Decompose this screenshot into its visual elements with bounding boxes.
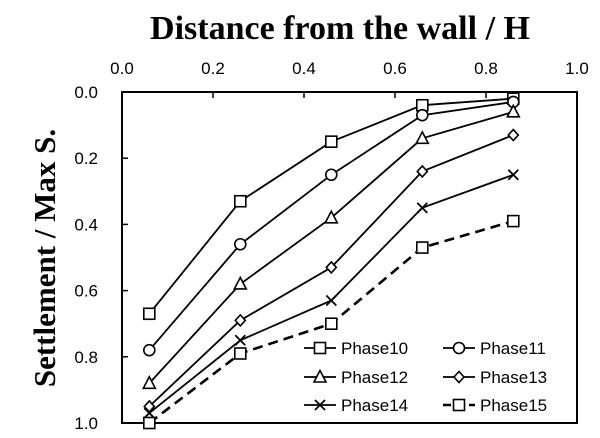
data-point-phase10 [324, 135, 338, 148]
y-tick-label: 0.0 [74, 83, 98, 102]
data-point-phase12 [505, 103, 521, 118]
data-point-phase14 [143, 407, 155, 419]
data-point-phase15 [324, 317, 338, 331]
legend-label: Phase13 [480, 368, 547, 387]
y-axis-label: Settlement / Max S. [27, 129, 62, 387]
series-line-phase10 [148, 97, 514, 315]
data-point-phase12 [232, 275, 248, 290]
x-tick-label: 0.6 [383, 59, 407, 78]
x-tick-label: 0.4 [292, 59, 316, 78]
data-point-phase14 [234, 334, 246, 346]
legend-marker [314, 399, 326, 411]
plot-area-frame [121, 91, 578, 424]
chart-title: Distance from the wall / H [150, 10, 530, 47]
legend-label: Phase15 [480, 396, 547, 415]
y-tick-label: 1.0 [74, 414, 98, 433]
y-tick-label: 0.6 [74, 282, 98, 301]
data-point-phase11 [143, 343, 156, 357]
legend-item-phase14: Phase14 [304, 396, 408, 415]
legend: Phase10 Phase11 Phase12 Phase13 Phase14 Phase… [304, 339, 547, 415]
data-point-phase12 [414, 130, 430, 145]
legend-marker [313, 341, 327, 355]
legend-item-phase11: Phase11 [443, 339, 546, 358]
data-point-phase15 [506, 214, 520, 228]
x-tick-label: 0.2 [201, 59, 225, 78]
legend-item-phase15: Phase15 [443, 396, 547, 415]
legend-item-phase12: Phase12 [304, 368, 408, 387]
legend-marker [452, 398, 466, 412]
legend-label: Phase10 [341, 339, 408, 358]
data-point-phase10 [143, 307, 156, 321]
axes-layer: 0.0 0.2 0.4 0.6 0.8 1.0 0.0 0.2 0.4 0.6 0.8 1.0 [74, 59, 588, 433]
series-layer [141, 92, 521, 430]
x-tick-label: 0.0 [110, 59, 134, 78]
data-point-phase13 [416, 164, 429, 179]
data-point-phase13 [325, 260, 338, 275]
x-tick-label: 0.8 [474, 59, 498, 78]
legend-label: Phase11 [480, 339, 546, 358]
series-phase13 [143, 128, 520, 414]
series-phase15 [143, 214, 520, 430]
legend-label: Phase12 [341, 368, 408, 387]
legend-marker [452, 370, 466, 384]
legend-item-phase13: Phase13 [443, 368, 547, 387]
x-tick-label: 1.0 [565, 59, 589, 78]
series-phase11 [143, 95, 520, 357]
y-tick-label: 0.2 [74, 149, 98, 168]
data-point-phase15 [234, 347, 247, 360]
data-point-phase12 [323, 209, 339, 224]
legend-label: Phase14 [341, 396, 408, 415]
y-tick-label: 0.4 [74, 215, 98, 234]
data-point-phase14 [416, 202, 428, 214]
data-point-phase11 [415, 108, 429, 122]
data-point-phase15 [143, 416, 156, 430]
data-point-phase13 [234, 313, 247, 328]
series-phase14 [143, 169, 519, 419]
legend-marker [312, 368, 328, 383]
data-point-phase13 [507, 128, 520, 142]
series-phase12 [141, 103, 521, 390]
data-point-phase14 [507, 169, 519, 181]
legend-item-phase10: Phase10 [304, 339, 408, 358]
legend-marker [452, 341, 466, 355]
data-point-phase12 [141, 375, 157, 390]
data-point-phase10 [234, 194, 247, 208]
y-tick-label: 0.8 [74, 348, 98, 367]
data-point-phase15 [415, 241, 429, 254]
data-point-phase14 [325, 294, 337, 307]
data-point-phase11 [234, 237, 247, 251]
data-point-phase11 [324, 168, 338, 182]
